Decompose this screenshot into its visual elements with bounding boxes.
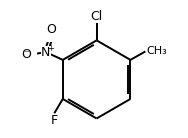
Text: N: N <box>41 46 51 59</box>
Text: Cl: Cl <box>90 10 103 23</box>
Text: CH₃: CH₃ <box>146 46 167 56</box>
Text: F: F <box>51 114 58 127</box>
Text: O: O <box>21 48 31 61</box>
Text: +: + <box>47 44 54 53</box>
Text: ⁻: ⁻ <box>23 49 29 59</box>
Text: O: O <box>46 23 56 36</box>
